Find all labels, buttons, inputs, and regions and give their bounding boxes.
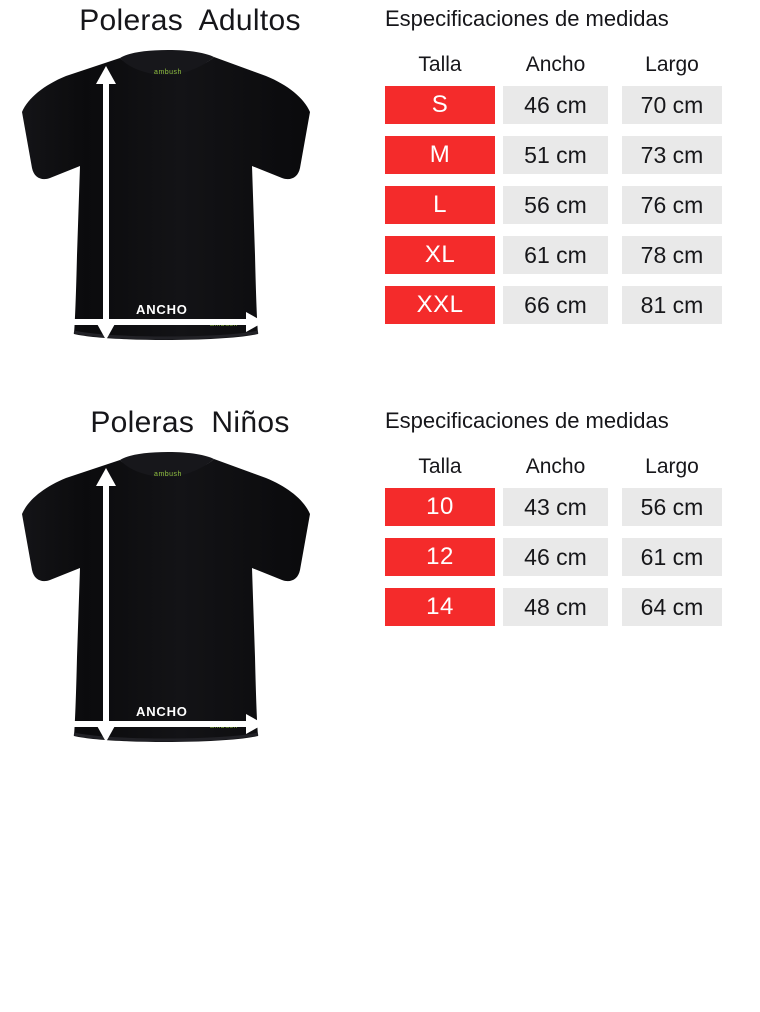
- table-row: 14 48 cm 64 cm: [385, 588, 725, 626]
- column-header-width: Ancho: [525, 53, 586, 76]
- length-measure-arrow: [96, 66, 116, 340]
- width-measure-arrow: [52, 312, 264, 332]
- table-row: 12 46 cm 61 cm: [385, 538, 725, 576]
- size-cell: 14: [385, 588, 495, 626]
- measurements-table-kids: Talla Ancho Largo 10 43 cm 56 cm 12 46 c…: [385, 452, 725, 626]
- length-cell: 73 cm: [622, 136, 722, 174]
- width-cell: 66 cm: [503, 286, 608, 324]
- width-cell: 56 cm: [503, 186, 608, 224]
- spec-table-adults: Especificaciones de medidas Talla Ancho …: [385, 6, 745, 336]
- width-cell: 51 cm: [503, 136, 608, 174]
- tshirt-diagram-adults: ambush ambush ANCHO LAR: [8, 50, 318, 610]
- width-cell: 46 cm: [503, 86, 608, 124]
- shirt-body: [22, 57, 310, 340]
- table-header-row: Talla Ancho Largo: [385, 452, 725, 482]
- width-cell: 46 cm: [503, 538, 608, 576]
- size-cell: 12: [385, 538, 495, 576]
- size-cell: XL: [385, 236, 495, 274]
- table-header-row: Talla Ancho Largo: [385, 50, 725, 80]
- shirt-collar: [120, 50, 214, 76]
- tshirt-illustration: ambush ambush: [22, 50, 310, 340]
- brand-mark-icon: ambush: [154, 471, 182, 478]
- brand-mark-icon: ambush: [154, 69, 182, 76]
- length-cell: 56 cm: [622, 488, 722, 526]
- shirt-hem: [73, 330, 259, 340]
- size-cell: M: [385, 136, 495, 174]
- shirt-body: [22, 459, 310, 742]
- size-cell: XXL: [385, 286, 495, 324]
- page-title-adults: Poleras Adultos: [79, 4, 301, 37]
- section-adults: Poleras Adultos ambush ambush: [0, 0, 760, 610]
- column-header-width: Ancho: [525, 455, 586, 478]
- column-header-length: Largo: [645, 455, 699, 478]
- length-cell: 81 cm: [622, 286, 722, 324]
- size-cell: 10: [385, 488, 495, 526]
- length-cell: 70 cm: [622, 86, 722, 124]
- table-row: XXL 66 cm 81 cm: [385, 286, 725, 324]
- table-row: 10 43 cm 56 cm: [385, 488, 725, 526]
- length-cell: 76 cm: [622, 186, 722, 224]
- table-row: M 51 cm 73 cm: [385, 136, 725, 174]
- tshirt-illustration: ambush ambush: [22, 452, 310, 742]
- table-row: XL 61 cm 78 cm: [385, 236, 725, 274]
- spec-table-kids: Especificaciones de medidas Talla Ancho …: [385, 408, 745, 638]
- length-cell: 64 cm: [622, 588, 722, 626]
- width-cell: 48 cm: [503, 588, 608, 626]
- size-cell: L: [385, 186, 495, 224]
- length-cell: 78 cm: [622, 236, 722, 274]
- size-cell: S: [385, 86, 495, 124]
- shirt-collar: [120, 452, 214, 478]
- width-measure-arrow: [52, 714, 264, 734]
- width-cell: 43 cm: [503, 488, 608, 526]
- table-row: L 56 cm 76 cm: [385, 186, 725, 224]
- measurements-table-adults: Talla Ancho Largo S 46 cm 70 cm M 51 cm …: [385, 50, 725, 324]
- column-header-size: Talla: [418, 455, 462, 478]
- table-row: S 46 cm 70 cm: [385, 86, 725, 124]
- length-cell: 61 cm: [622, 538, 722, 576]
- spec-title-adults: Especificaciones de medidas: [385, 6, 669, 31]
- page-title-kids: Poleras Niños: [90, 406, 290, 439]
- column-header-length: Largo: [645, 53, 699, 76]
- width-cell: 61 cm: [503, 236, 608, 274]
- column-header-size: Talla: [418, 53, 462, 76]
- length-label-kids: LARGO: [60, 961, 75, 1012]
- section-kids: Poleras Niños ambush ambush: [0, 380, 760, 1012]
- length-measure-arrow: [96, 468, 116, 742]
- tshirt-diagram-kids: ambush ambush ANCHO LARGO: [8, 452, 318, 1012]
- spec-title-kids: Especificaciones de medidas: [385, 408, 669, 433]
- shirt-hem: [73, 732, 259, 742]
